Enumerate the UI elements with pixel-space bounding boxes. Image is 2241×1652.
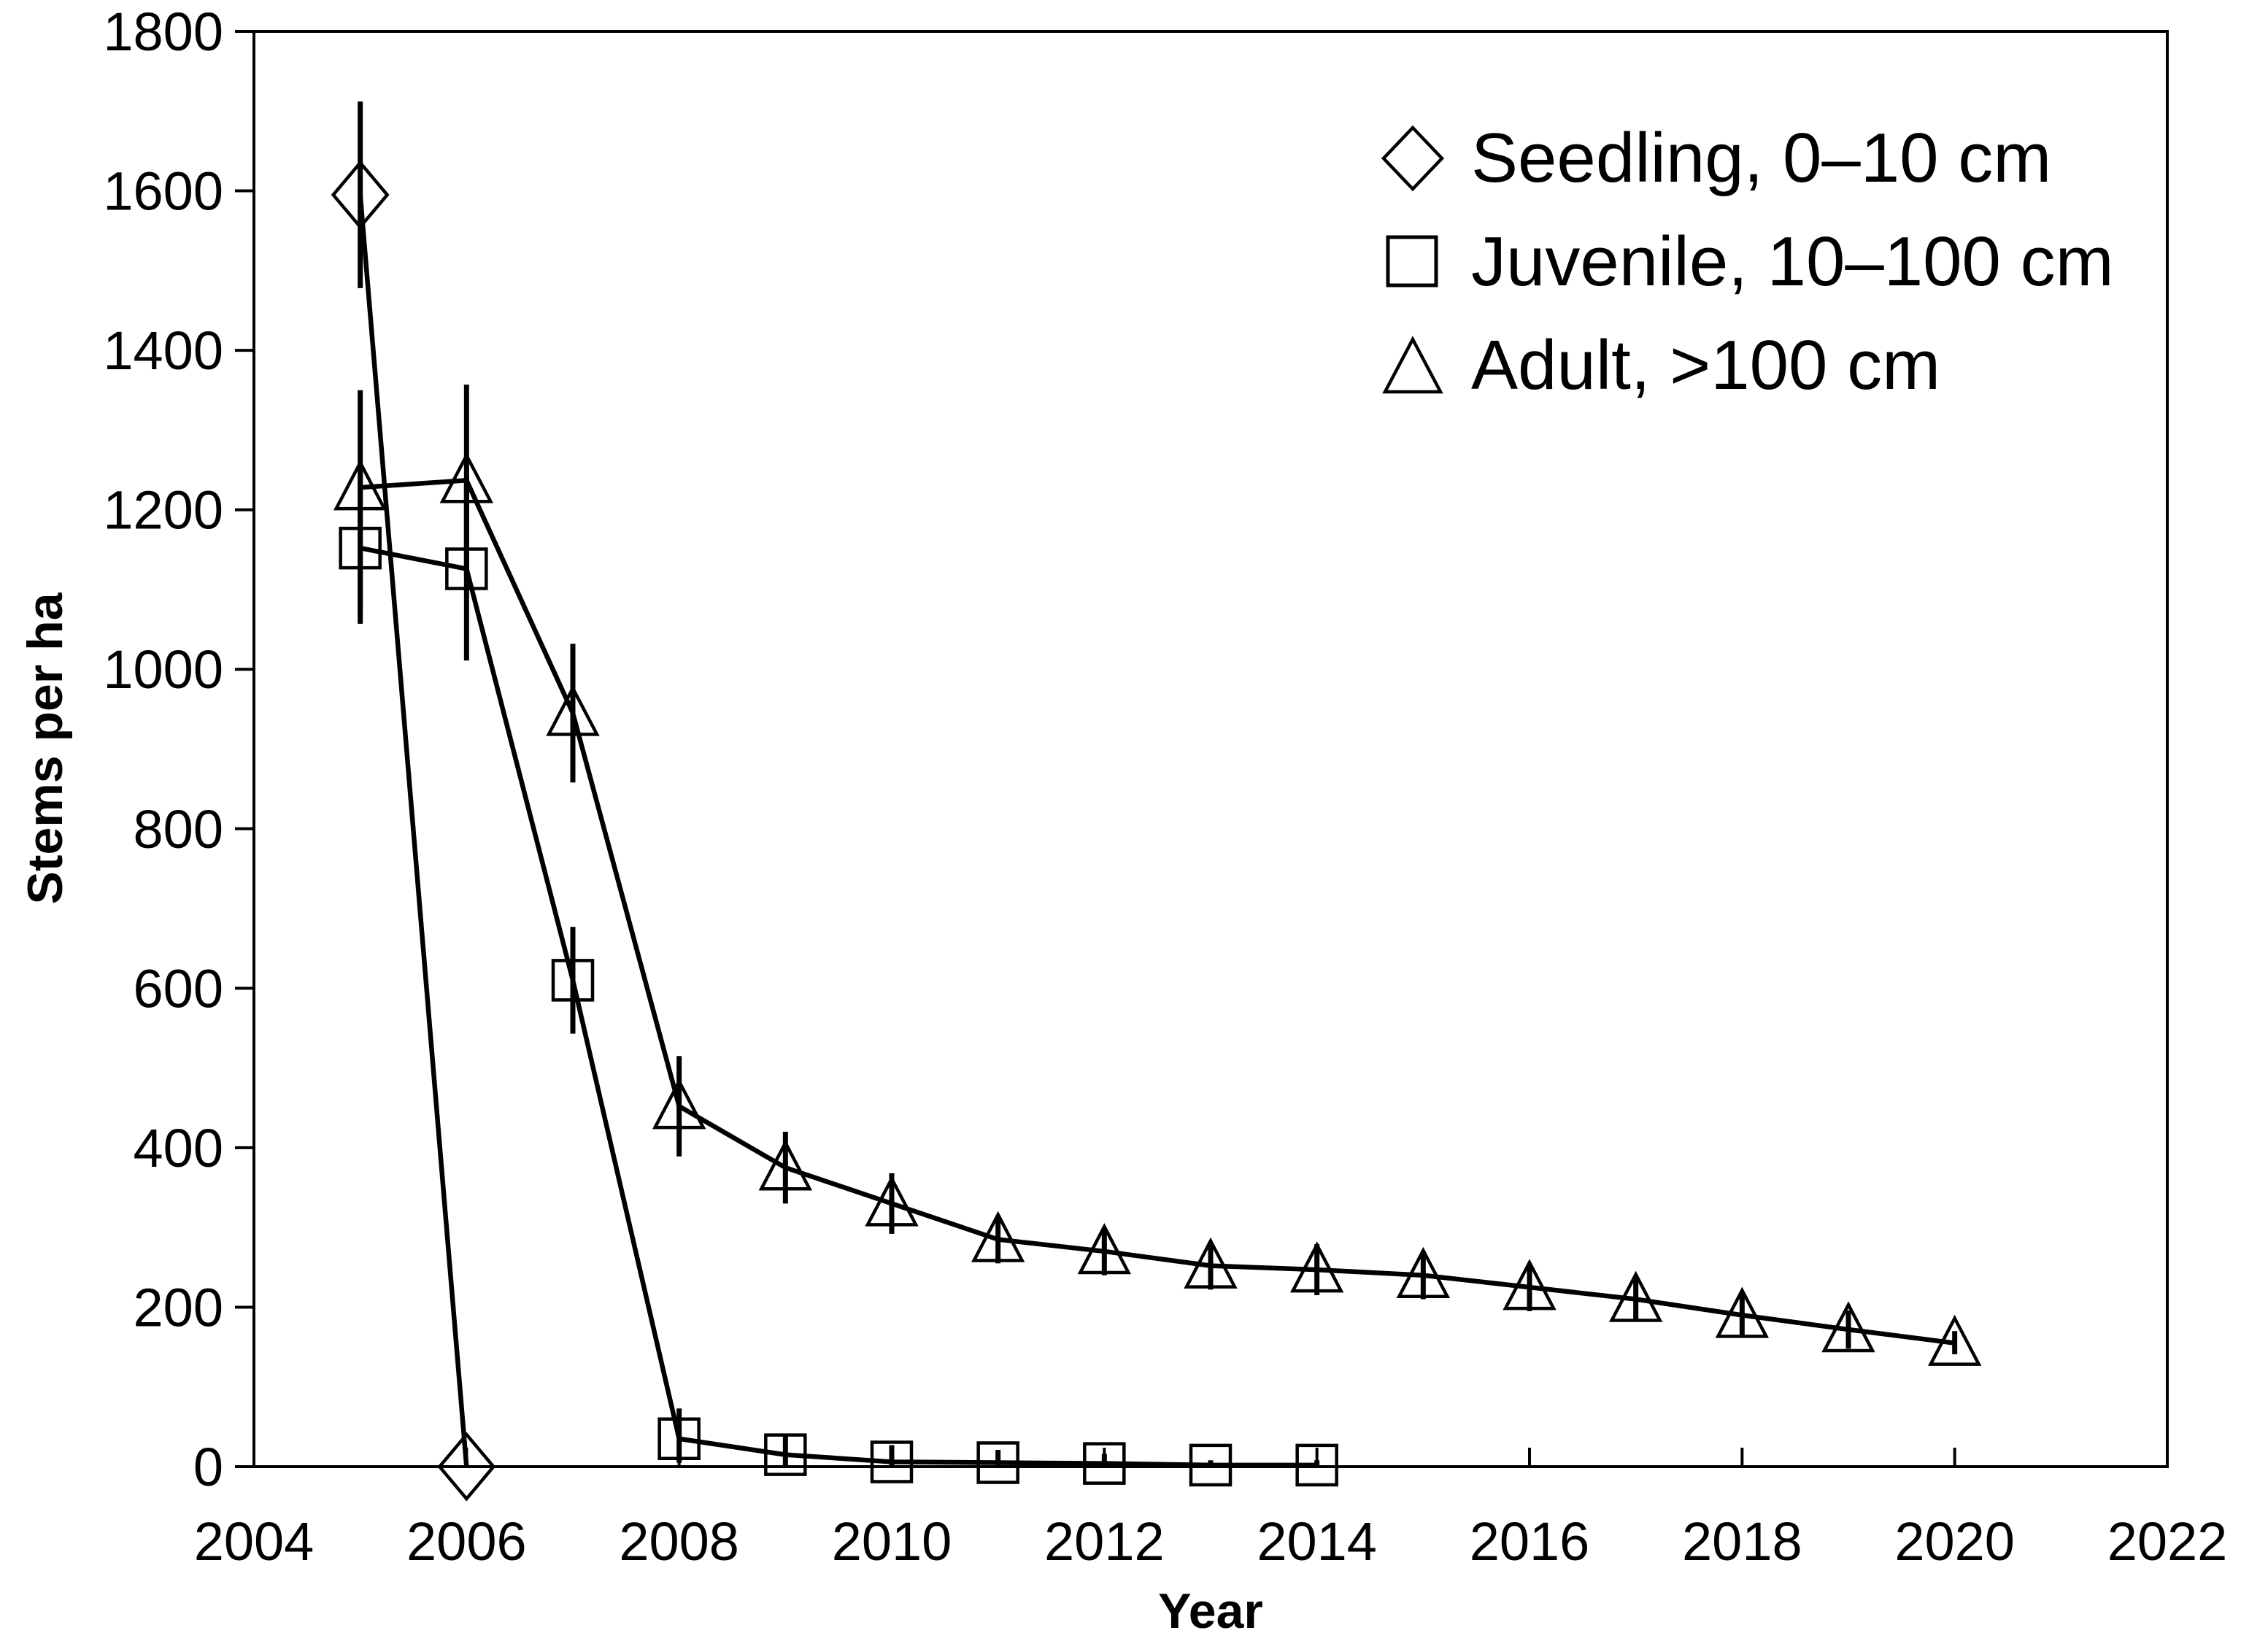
legend-label: Juvenile, 10–100 cm: [1471, 223, 2114, 301]
y-tick-label: 1800: [103, 1, 223, 62]
series-juvenile-data-point-marker: [764, 1433, 807, 1476]
triangle-marker-icon: [1376, 329, 1449, 402]
series-adult-data-point-marker: [439, 452, 494, 503]
y-tick-label: 1200: [103, 480, 223, 541]
legend-label: Adult, >100 cm: [1471, 326, 1941, 404]
series-adult-line: [360, 477, 1956, 1346]
x-tick-label: 2018: [1682, 1511, 1802, 1572]
series-adult-data-point-marker: [971, 1211, 1025, 1262]
series-juvenile-data-point-marker: [1083, 1442, 1126, 1485]
series-juvenile-line: [360, 545, 1317, 1468]
x-tick-label: 2010: [832, 1511, 952, 1572]
series-adult-data-point-marker: [758, 1139, 813, 1191]
series-juvenile-data-point-marker: [339, 526, 382, 570]
diamond-marker-icon: [1376, 122, 1449, 195]
y-tick-label: 0: [193, 1437, 223, 1497]
series-adult-data-point-marker: [865, 1175, 919, 1227]
x-tick-label: 2022: [2107, 1511, 2228, 1572]
square-marker-icon: [1376, 225, 1449, 298]
legend-item-seedling: Seedling, 0–10 cm: [1376, 107, 2114, 210]
series-adult-data-point-marker: [652, 1078, 706, 1130]
x-tick-label: 2016: [1470, 1511, 1590, 1572]
series-adult-data-point-marker: [1715, 1286, 1770, 1338]
x-tick-label: 2020: [1894, 1511, 2015, 1572]
series-adult-data-point-marker: [1184, 1237, 1238, 1289]
series-juvenile-data-point-marker: [1189, 1443, 1233, 1487]
series-juvenile-data-point-marker: [551, 959, 595, 1002]
series-juvenile-data-point-marker: [1295, 1443, 1338, 1487]
x-tick-label: 2004: [194, 1511, 315, 1572]
y-tick-label: 600: [134, 958, 223, 1019]
series-juvenile-data-point-marker: [657, 1417, 701, 1460]
x-tick-label: 2008: [619, 1511, 739, 1572]
legend-item-adult: Adult, >100 cm: [1376, 314, 2114, 417]
x-tick-label: 2012: [1044, 1511, 1165, 1572]
series-adult-data-point-marker: [1927, 1314, 1982, 1366]
x-tick-label: 2006: [406, 1511, 527, 1572]
legend: Seedling, 0–10 cm Juvenile, 10–100 cm Ad…: [1376, 107, 2114, 417]
series-adult-data-point-marker: [1503, 1259, 1557, 1311]
legend-item-juvenile: Juvenile, 10–100 cm: [1376, 210, 2114, 314]
x-axis-title: Year: [1158, 1583, 1263, 1639]
series-juvenile-data-point-marker: [445, 547, 488, 590]
y-tick-label: 1000: [103, 639, 223, 700]
series-adult-data-point-marker: [333, 459, 387, 511]
legend-label: Seedling, 0–10 cm: [1471, 119, 2052, 197]
x-tick-label: 2014: [1257, 1511, 1377, 1572]
series-adult-data-point-marker: [1821, 1301, 1875, 1353]
series-adult-data-point-marker: [1396, 1246, 1451, 1298]
series-seedling-line: [358, 194, 469, 1467]
series-adult-data-point-marker: [1608, 1270, 1663, 1322]
series-adult-data-point-marker: [546, 684, 600, 736]
series-seedling-data-point-marker: [437, 1432, 496, 1502]
y-tick-label: 400: [134, 1118, 223, 1178]
series-adult-data-point-marker: [1077, 1223, 1132, 1275]
y-tick-label: 800: [134, 799, 223, 860]
y-tick-label: 200: [134, 1277, 223, 1338]
series-juvenile-data-point-marker: [976, 1441, 1019, 1484]
series-seedling-data-point-marker: [331, 160, 390, 230]
series-juvenile-data-point-marker: [870, 1440, 914, 1483]
y-tick-label: 1400: [103, 320, 223, 381]
series-adult-data-point-marker: [1289, 1241, 1344, 1293]
y-axis-title: Stems per ha: [18, 593, 73, 905]
y-tick-label: 1600: [103, 161, 223, 222]
